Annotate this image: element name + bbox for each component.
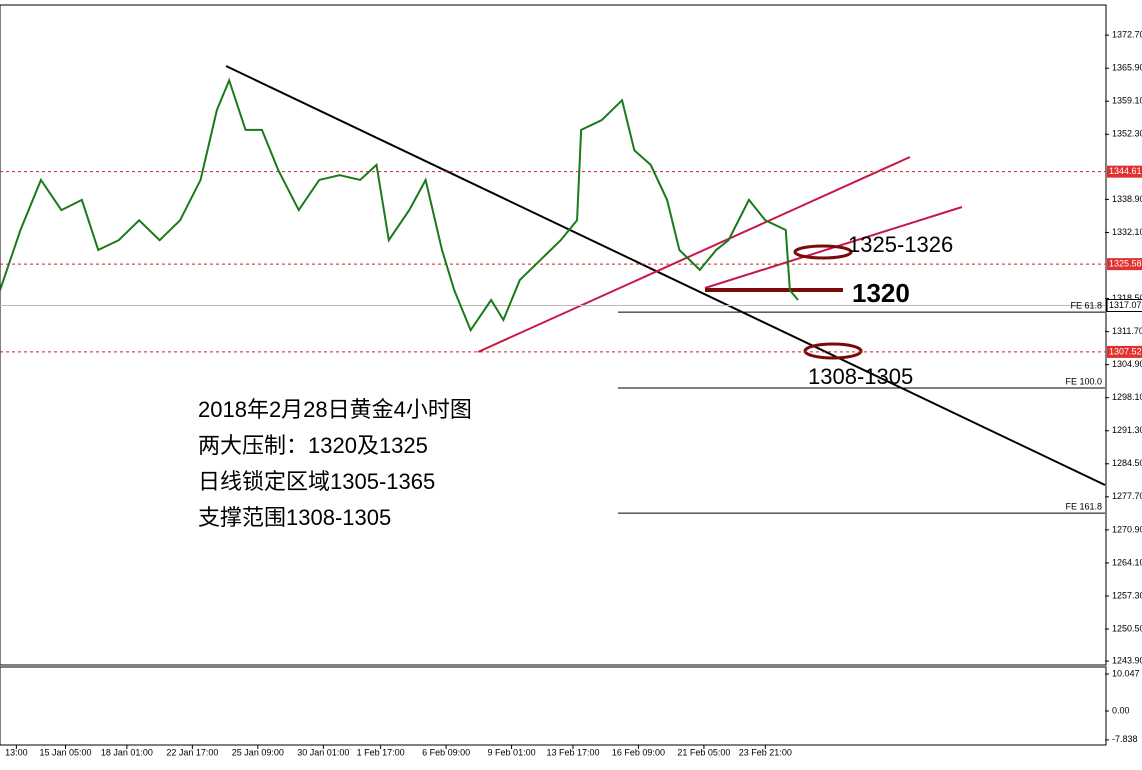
x-tick-label: 21 Feb 05:00 bbox=[677, 747, 730, 757]
text-line: 两大压制：1320及1325 bbox=[198, 433, 428, 458]
x-tick-label: 6 Feb 09:00 bbox=[422, 747, 470, 757]
trend-line bbox=[477, 156, 911, 353]
price-label: 1307.52 bbox=[1109, 346, 1142, 356]
y-tick-label: 1270.90 bbox=[1112, 524, 1142, 534]
fe-label: FE 161.8 bbox=[1065, 501, 1102, 511]
y-tick-label: 1338.90 bbox=[1112, 194, 1142, 204]
y-tick-label: 1365.90 bbox=[1112, 63, 1142, 73]
y-tick-label: 1372.70 bbox=[1112, 30, 1142, 40]
price-label: 1317.07 bbox=[1109, 300, 1142, 310]
price-line bbox=[0, 77, 799, 333]
x-tick-label: 18 Jan 01:00 bbox=[101, 747, 153, 757]
x-tick-label: 22 Jan 17:00 bbox=[166, 747, 218, 757]
y-tick-label: 1291.30 bbox=[1112, 425, 1142, 435]
price-label-bg bbox=[1107, 258, 1142, 271]
y-tick-label: 1264.10 bbox=[1112, 557, 1142, 567]
y-tick-label: 1298.10 bbox=[1112, 392, 1142, 402]
y-tick-label: 1257.30 bbox=[1112, 590, 1142, 600]
ellipse bbox=[793, 244, 853, 260]
x-tick-label: 1 Feb 17:00 bbox=[357, 747, 405, 757]
x-tick-label: 9 Feb 01:00 bbox=[488, 747, 536, 757]
main-panel bbox=[0, 4, 1107, 666]
x-tick-label: 25 Jan 09:00 bbox=[232, 747, 284, 757]
y-tick-label: 1277.70 bbox=[1112, 491, 1142, 501]
fe-label: FE 100.0 bbox=[1065, 376, 1102, 386]
annotation: 1308-1305 bbox=[808, 364, 913, 389]
text-line: 支撑范围1308-1305 bbox=[198, 505, 391, 530]
y-tick-label: 1318.50 bbox=[1112, 293, 1142, 303]
x-tick-label: 16 Feb 09:00 bbox=[612, 747, 665, 757]
price-label: 1344.61 bbox=[1109, 166, 1142, 176]
text-line: 2018年2月28日黄金4小时图 bbox=[198, 397, 472, 422]
annotation: 1320 bbox=[852, 278, 910, 308]
trend-line bbox=[225, 65, 1106, 486]
price-label-bg bbox=[1107, 165, 1142, 178]
y-tick-label: 1243.90 bbox=[1112, 655, 1142, 665]
y-tick-label: 1311.70 bbox=[1112, 326, 1142, 336]
y-tick-label: 1250.50 bbox=[1112, 623, 1142, 633]
price-label: 1325.58 bbox=[1109, 259, 1142, 269]
y-tick-label: 1304.90 bbox=[1112, 359, 1142, 369]
x-tick-label: 23 Feb 21:00 bbox=[739, 747, 792, 757]
macd-panel bbox=[0, 666, 1107, 746]
annotation: 1325-1326 bbox=[848, 232, 953, 257]
price-label-bg bbox=[1106, 298, 1142, 312]
y-tick-label: 1332.10 bbox=[1112, 227, 1142, 237]
y-tick-label: 1359.10 bbox=[1112, 96, 1142, 106]
x-tick-label: 13 Feb 17:00 bbox=[546, 747, 599, 757]
text-line: 日线锁定区域1305-1365 bbox=[198, 469, 435, 494]
x-tick-label: 30 Jan 01:00 bbox=[297, 747, 349, 757]
y-tick-label: 1352.30 bbox=[1112, 129, 1142, 139]
x-tick-label: 13:00 bbox=[5, 747, 28, 757]
x-tick-label: 15 Jan 05:00 bbox=[39, 747, 91, 757]
fe-label: FE 61.8 bbox=[1070, 301, 1102, 311]
macd-tick-label: 0.00 bbox=[1112, 705, 1130, 715]
macd-tick-label: 10.047 bbox=[1112, 668, 1140, 678]
price-label-bg bbox=[1107, 345, 1142, 358]
y-tick-label: 1284.50 bbox=[1112, 458, 1142, 468]
macd-tick-label: -7.838 bbox=[1112, 734, 1138, 744]
ellipse bbox=[803, 342, 863, 360]
